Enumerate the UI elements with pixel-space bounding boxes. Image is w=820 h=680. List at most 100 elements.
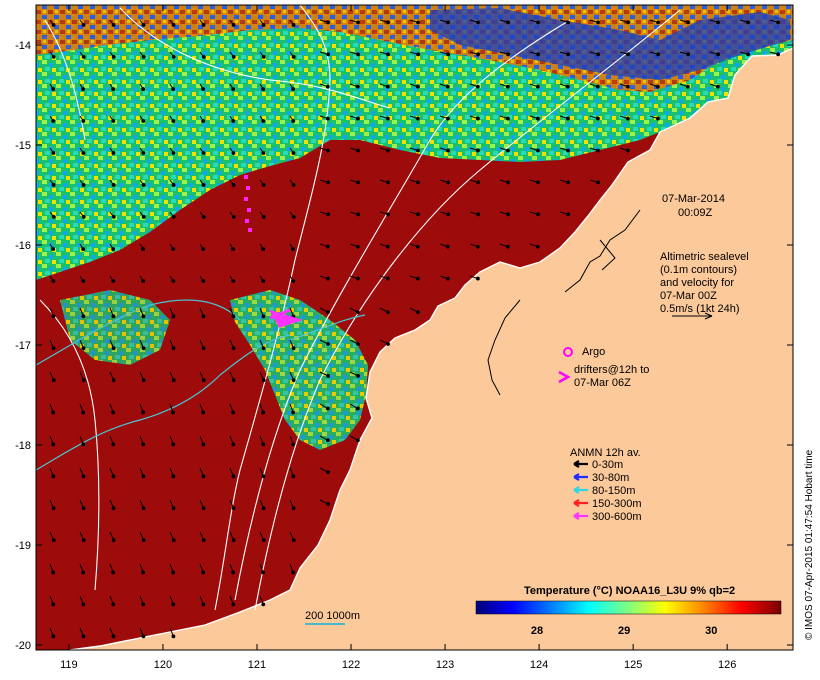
velocity-arrowhead (262, 539, 265, 542)
velocity-arrowhead (356, 85, 359, 88)
velocity-arrowhead (142, 184, 145, 187)
velocity-arrowhead (172, 280, 175, 283)
velocity-arrowhead (262, 507, 265, 510)
velocity-arrowhead (507, 21, 510, 24)
velocity-arrowhead (357, 149, 360, 152)
velocity-arrowhead (656, 85, 659, 88)
velocity-arrowhead (262, 443, 265, 446)
velocity-arrowhead (292, 280, 295, 283)
velocity-arrowhead (417, 149, 420, 152)
velocity-arrowhead (597, 181, 600, 184)
velocity-arrowhead (82, 411, 85, 414)
velocity-arrowhead (172, 539, 175, 542)
velocity-arrowhead (717, 21, 720, 24)
velocity-arrowhead (202, 120, 205, 123)
velocity-arrowhead (232, 152, 235, 155)
velocity-arrowhead (357, 213, 360, 216)
velocity-arrowhead (82, 184, 85, 187)
velocity-arrowhead (597, 149, 600, 152)
velocity-arrowhead (112, 216, 115, 219)
velocity-arrowhead (112, 603, 115, 606)
velocity-arrowhead (52, 571, 55, 574)
velocity-arrowhead (202, 443, 205, 446)
velocity-arrowhead (232, 280, 235, 283)
velocity-arrowhead (567, 117, 570, 120)
velocity-arrowhead (416, 245, 419, 248)
velocity-arrowhead (507, 213, 510, 216)
velocity-arrowhead (52, 475, 55, 478)
velocity-arrowhead (172, 635, 175, 638)
anmn-title: ANMN 12h av. (570, 447, 641, 459)
velocity-arrowhead (387, 213, 390, 216)
altimetry-line: Altimetric sealevel (660, 251, 749, 263)
velocity-arrowhead (112, 379, 115, 382)
velocity-arrowhead (52, 315, 55, 318)
velocity-arrowhead (357, 439, 360, 442)
velocity-arrowhead (202, 507, 205, 510)
altimetry-line: and velocity for (660, 277, 734, 289)
velocity-arrowhead (326, 407, 329, 410)
velocity-arrowhead (416, 85, 419, 88)
velocity-arrowhead (172, 88, 175, 91)
velocity-arrowhead (262, 315, 265, 318)
velocity-arrowhead (82, 24, 85, 27)
velocity-arrowhead (202, 152, 205, 155)
velocity-arrowhead (142, 88, 145, 91)
velocity-arrowhead (357, 374, 360, 377)
velocity-arrowhead (262, 571, 265, 574)
colorbar-tick-label: 28 (531, 625, 543, 637)
velocity-arrowhead (172, 411, 175, 414)
velocity-arrowhead (262, 347, 265, 350)
velocity-arrowhead (232, 507, 235, 510)
velocity-arrowhead (387, 181, 390, 184)
velocity-arrowhead (447, 53, 450, 56)
lon-tick-label: 124 (530, 659, 548, 671)
velocity-arrowhead (387, 311, 390, 314)
velocity-arrowhead (627, 53, 630, 56)
velocity-arrowhead (717, 53, 720, 56)
velocity-arrowhead (172, 184, 175, 187)
velocity-arrowhead (477, 149, 480, 152)
velocity-arrowhead (172, 443, 175, 446)
velocity-arrowhead (52, 411, 55, 414)
velocity-arrowhead (566, 85, 569, 88)
velocity-arrowhead (202, 184, 205, 187)
velocity-arrowhead (142, 475, 145, 478)
map-canvas: 200 1000m 07-Mar-2014 00:09Z Altimetric … (36, 5, 793, 650)
velocity-arrowhead (567, 213, 570, 216)
velocity-arrowhead (262, 120, 265, 123)
velocity-arrowhead (447, 213, 450, 216)
colorbar-tick-label: 29 (618, 625, 630, 637)
velocity-arrowhead (627, 117, 630, 120)
lon-tick-label: 125 (624, 659, 642, 671)
velocity-arrowhead (202, 411, 205, 414)
velocity-arrowhead (292, 88, 295, 91)
velocity-arrowhead (112, 248, 115, 251)
velocity-arrowhead (262, 379, 265, 382)
velocity-arrowhead (417, 311, 420, 314)
velocity-arrowhead (356, 245, 359, 248)
velocity-arrowhead (202, 216, 205, 219)
velocity-arrowhead (777, 53, 780, 56)
velocity-arrowhead (327, 503, 330, 506)
velocity-arrowhead (507, 117, 510, 120)
velocity-arrowhead (232, 411, 235, 414)
velocity-arrowhead (292, 571, 295, 574)
velocity-arrowhead (326, 85, 329, 88)
velocity-arrowhead (537, 21, 540, 24)
velocity-arrowhead (82, 475, 85, 478)
velocity-arrowhead (567, 149, 570, 152)
velocity-arrowhead (447, 277, 450, 280)
velocity-arrowhead (536, 85, 539, 88)
velocity-arrowhead (142, 248, 145, 251)
argo-label: Argo (582, 346, 605, 358)
velocity-arrowhead (142, 347, 145, 350)
lon-tick-label: 119 (60, 659, 78, 671)
anmn-legend-label: 300-600m (592, 511, 642, 523)
velocity-arrowhead (232, 379, 235, 382)
velocity-arrowhead (357, 181, 360, 184)
velocity-arrowhead (292, 152, 295, 155)
velocity-arrowhead (262, 248, 265, 251)
velocity-arrowhead (112, 507, 115, 510)
